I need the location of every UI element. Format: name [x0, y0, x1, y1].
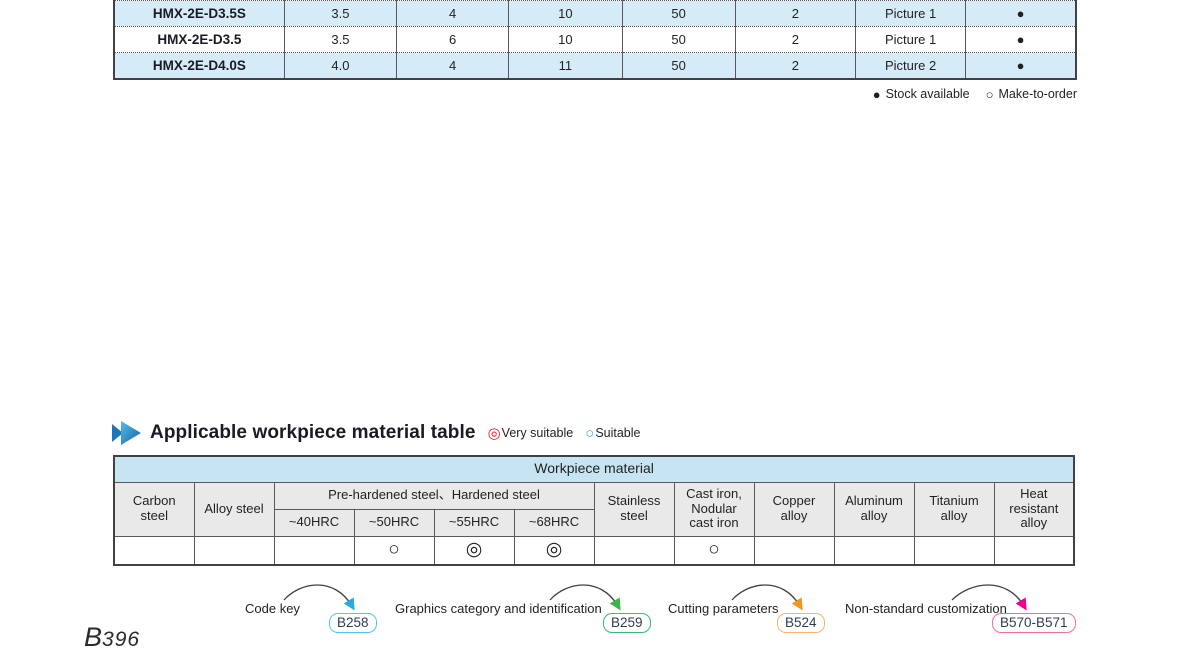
suitability-cell-copper	[753, 535, 835, 566]
table-row: Carbon steel Alloy steel Pre-hardened st…	[113, 481, 1075, 537]
suitability-cell-titanium	[913, 535, 995, 566]
spec-cell: 2	[734, 52, 857, 79]
spec-cell: 4.0	[283, 52, 398, 79]
model-name: HMX-2E-D3.5	[113, 26, 285, 53]
page-number-prefix: B	[84, 622, 103, 652]
picture-ref-cell: Picture 1	[854, 0, 967, 27]
model-name: HMX-2E-D4.0S	[113, 52, 285, 79]
col-header-aluminum-alloy: Aluminum alloy	[833, 481, 915, 537]
stock-available-icon: ●	[965, 0, 1077, 27]
spec-cell: 10	[508, 26, 623, 53]
model-name: HMX-2E-D3.5S	[113, 0, 285, 27]
spec-cell: 3.5	[283, 0, 398, 27]
code-key-label: Code key	[245, 601, 300, 616]
spec-cell: 3.5	[283, 26, 398, 53]
table-row: HMX-2E-D3.5 3.5 6 10 50 2 Picture 1 ●	[113, 26, 1077, 53]
col-header-stainless-steel: Stainless steel	[593, 481, 675, 537]
workpiece-material-header: Workpiece material	[113, 455, 1075, 483]
suitability-cell-aluminum	[833, 535, 915, 566]
page-ref-badge-b570-b571[interactable]: B570-B571	[992, 613, 1076, 633]
suitability-cell-stainless	[593, 535, 675, 566]
suitability-cell-40hrc	[273, 535, 355, 566]
suitability-cell-55hrc: ◎	[433, 535, 515, 566]
page-ref-badge-b259[interactable]: B259	[603, 613, 651, 633]
page-ref-badge-b258[interactable]: B258	[329, 613, 377, 633]
cutting-parameters-label: Cutting parameters	[668, 601, 779, 616]
spec-cell: 50	[621, 26, 736, 53]
col-header-hardened-steel-group: Pre-hardened steel、Hardened steel	[273, 481, 595, 510]
table-row: HMX-2E-D3.5S 3.5 4 10 50 2 Picture 1 ●	[113, 0, 1077, 27]
col-header-55hrc: ~55HRC	[433, 508, 515, 537]
table-row: Workpiece material	[113, 455, 1075, 483]
spec-cell: 4	[396, 0, 510, 27]
suitability-cell-carbon	[113, 535, 195, 566]
spec-cell: 11	[508, 52, 623, 79]
product-spec-table: HMX-2E-D3.5S 3.5 4 10 50 2 Picture 1 ● H…	[113, 0, 1077, 80]
col-header-copper-alloy: Copper alloy	[753, 481, 835, 537]
very-suitable-icon: ◎	[487, 425, 501, 442]
graphics-category-label: Graphics category and identification	[395, 601, 602, 616]
stock-filled-icon: ●	[872, 86, 881, 102]
spec-cell: 10	[508, 0, 623, 27]
col-header-cast-iron: Cast iron, Nodular cast iron	[673, 481, 755, 537]
section-heading: Applicable workpiece material table ◎ Ver…	[112, 419, 641, 447]
suitability-cell-alloy	[193, 535, 275, 566]
spec-cell: 2	[734, 0, 857, 27]
col-header-68hrc: ~68HRC	[513, 508, 595, 537]
double-chevron-icon	[112, 421, 141, 445]
col-header-titanium-alloy: Titanium alloy	[913, 481, 995, 537]
suitable-label: Suitable	[595, 426, 641, 440]
spec-cell: 2	[734, 26, 857, 53]
spec-cell: 50	[621, 0, 736, 27]
stock-available-icon: ●	[965, 26, 1077, 53]
suitability-cell-68hrc: ◎	[513, 535, 595, 566]
col-header-40hrc: ~40HRC	[273, 508, 355, 537]
spec-cell: 6	[396, 26, 510, 53]
picture-ref-cell: Picture 1	[854, 26, 967, 53]
workpiece-material-table: Workpiece material Carbon steel Alloy st…	[113, 455, 1076, 566]
suitability-cell-cast-iron: ○	[673, 535, 755, 566]
col-header-alloy-steel: Alloy steel	[193, 481, 275, 537]
col-header-carbon-steel: Carbon steel	[113, 481, 195, 537]
non-standard-customization-label: Non-standard customization	[845, 601, 1007, 616]
picture-ref-cell: Picture 2	[854, 52, 967, 79]
make-to-order-label: Make-to-order	[998, 87, 1078, 101]
page-ref-badge-b524[interactable]: B524	[777, 613, 825, 633]
stock-legend-label: Stock available	[885, 87, 970, 101]
suitability-row: ○ ◎ ◎ ○	[113, 535, 1075, 566]
section-title: Applicable workpiece material table	[150, 422, 476, 443]
stock-available-icon: ●	[965, 52, 1077, 79]
table-row: HMX-2E-D4.0S 4.0 4 11 50 2 Picture 2 ●	[113, 52, 1077, 79]
col-header-heat-resistant-alloy: Heat resistant alloy	[993, 481, 1075, 537]
page-number: B396	[84, 622, 140, 653]
page-number-value: 396	[102, 628, 141, 651]
suitable-icon: ○	[585, 425, 595, 442]
spec-cell: 50	[621, 52, 736, 79]
very-suitable-label: Very suitable	[501, 426, 574, 440]
col-header-50hrc: ~50HRC	[353, 508, 435, 537]
spec-cell: 4	[396, 52, 510, 79]
suitability-legend: ◎ Very suitable ○ Suitable	[488, 426, 641, 441]
stock-legend: ● Stock available ○ Make-to-order	[113, 86, 1078, 102]
suitability-cell-50hrc: ○	[353, 535, 435, 566]
make-to-order-icon: ○	[985, 86, 994, 102]
suitability-cell-heat-resistant	[993, 535, 1075, 566]
